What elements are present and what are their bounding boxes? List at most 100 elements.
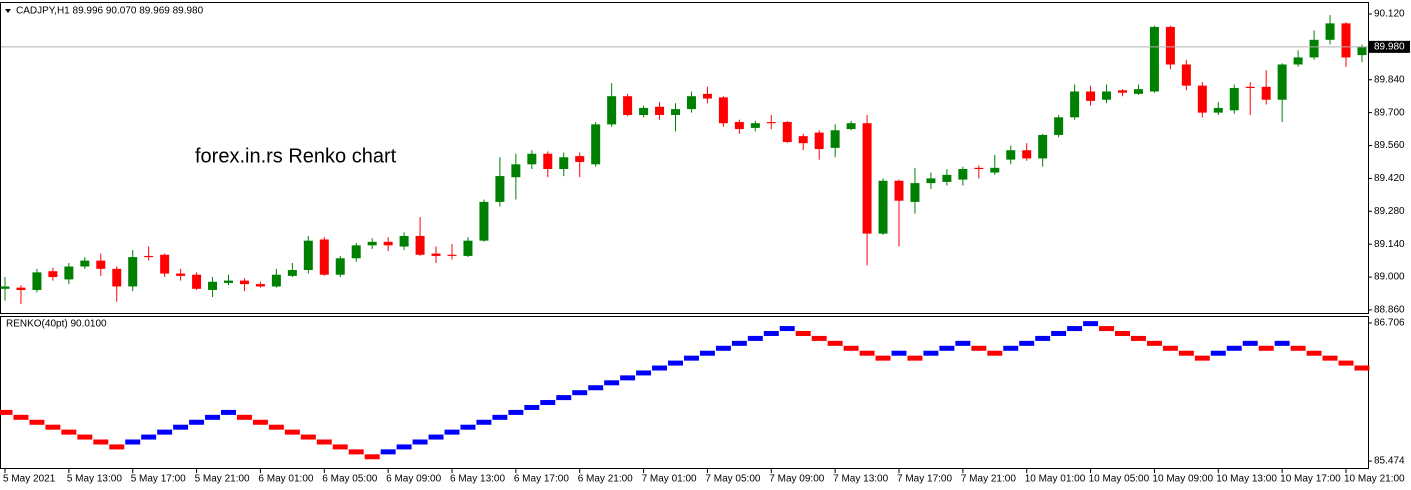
- renko-brick: [284, 429, 300, 435]
- candle-body: [1181, 64, 1191, 86]
- renko-brick: [396, 444, 412, 450]
- renko-brick: [61, 429, 77, 435]
- candle-body: [239, 280, 249, 285]
- candle-body: [351, 245, 361, 259]
- renko-brick: [652, 365, 668, 371]
- x-tick-label: 6 May 01:00: [258, 474, 313, 485]
- renko-brick: [1322, 355, 1338, 361]
- renko-brick: [364, 454, 380, 460]
- renko-brick: [1306, 350, 1322, 356]
- candle-body: [16, 287, 26, 290]
- renko-brick: [125, 439, 141, 445]
- candle-body: [718, 97, 728, 124]
- last-price-label: 89.980: [1374, 42, 1405, 53]
- annotation: forex.in.rs Renko chart: [195, 145, 397, 167]
- renko-brick: [939, 345, 955, 351]
- renko-brick: [460, 424, 476, 430]
- renko-brick: [236, 414, 252, 420]
- candle-body: [1325, 23, 1335, 40]
- renko-brick: [843, 345, 859, 351]
- candle-body: [862, 123, 872, 234]
- candle-body: [335, 258, 345, 275]
- renko-brick: [332, 444, 348, 450]
- renko-brick: [891, 350, 907, 356]
- candle-body: [399, 235, 409, 247]
- candle-body: [1149, 26, 1159, 92]
- x-tick-label: 7 May 05:00: [705, 474, 760, 485]
- x-tick-label: 10 May 21:00: [1344, 474, 1405, 485]
- candle-body: [926, 178, 936, 184]
- renko-brick: [1051, 330, 1067, 336]
- y-tick-label: 88.860: [1374, 305, 1405, 316]
- candle-body: [208, 281, 218, 290]
- renko-brick: [205, 414, 221, 420]
- renko-brick: [93, 439, 109, 445]
- candle-body: [479, 201, 489, 241]
- candle-body: [1293, 57, 1303, 65]
- renko-brick: [604, 380, 620, 386]
- renko-brick: [971, 345, 987, 351]
- renko-brick: [316, 439, 332, 445]
- menu-arrow: [5, 9, 11, 13]
- candle-body: [144, 255, 154, 258]
- renko-brick: [268, 424, 284, 430]
- renko-brick: [492, 414, 508, 420]
- y-tick-label: 89.560: [1374, 140, 1405, 151]
- renko-brick: [221, 409, 236, 415]
- candle-body: [1133, 89, 1143, 94]
- candle-body: [591, 124, 601, 165]
- y-tick-label: 86.706: [1374, 318, 1405, 329]
- renko-brick: [508, 409, 524, 415]
- candle-body: [495, 176, 505, 202]
- renko-brick: [141, 434, 157, 440]
- y-tick-label: 89.280: [1374, 206, 1405, 217]
- candle-body: [319, 239, 329, 275]
- renko-brick: [955, 340, 971, 346]
- renko-brick: [683, 355, 699, 361]
- renko-brick: [1130, 335, 1146, 341]
- candle-body: [639, 107, 649, 115]
- renko-brick: [1067, 326, 1083, 332]
- candle-body: [686, 96, 696, 110]
- candle-body: [782, 122, 792, 142]
- x-tick-label: 6 May 09:00: [386, 474, 441, 485]
- renko-brick: [987, 350, 1003, 356]
- candle-body: [1357, 46, 1367, 56]
- candle-body: [176, 273, 186, 276]
- candle-body: [766, 122, 776, 124]
- x-tick-label: 5 May 17:00: [131, 474, 186, 485]
- candle-body: [575, 156, 585, 162]
- renko-brick: [1162, 345, 1178, 351]
- candle-body: [543, 153, 553, 170]
- candle-body: [1006, 150, 1016, 160]
- renko-brick: [428, 434, 444, 440]
- renko-brick: [1338, 360, 1354, 366]
- candle-body: [128, 257, 138, 287]
- candle-body: [383, 241, 393, 246]
- candle-body: [192, 274, 202, 289]
- candle-body: [1086, 91, 1096, 101]
- candle-body: [1165, 26, 1175, 65]
- y-tick-label: 89.140: [1374, 239, 1405, 250]
- x-tick-label: 5 May 13:00: [67, 474, 122, 485]
- renko-brick: [13, 414, 29, 420]
- candle-body: [894, 180, 904, 201]
- renko-brick: [1083, 321, 1099, 327]
- candle-body: [910, 183, 920, 202]
- last-price-box: [1369, 40, 1410, 53]
- candle-body: [96, 260, 106, 269]
- renko-brick: [1003, 345, 1019, 351]
- renko-brick: [859, 350, 875, 356]
- renko-brick: [45, 424, 61, 430]
- indicator-title: RENKO(40pt) 90.0100: [6, 319, 107, 330]
- renko-brick: [556, 395, 572, 401]
- renko-brick: [699, 350, 715, 356]
- renko-brick: [189, 419, 205, 425]
- candle-body: [942, 174, 952, 182]
- renko-brick: [252, 419, 268, 425]
- renko-brick: [572, 390, 588, 396]
- renko-brick: [875, 355, 891, 361]
- renko-brick: [1099, 326, 1115, 332]
- candle-body: [958, 169, 968, 180]
